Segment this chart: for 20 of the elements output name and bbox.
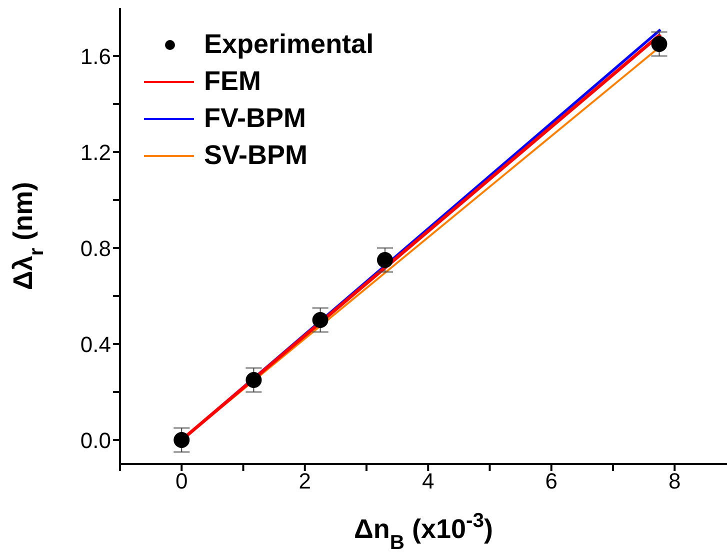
- x-axis-title: Δn$_{B}$ (x10$^{-3}$): [354, 510, 494, 554]
- y-tick-label: 0.8: [80, 236, 111, 261]
- point: [651, 36, 668, 52]
- point: [246, 372, 262, 388]
- x-tick-label: 0: [176, 468, 188, 494]
- y-tick-label: 0.0: [80, 428, 111, 453]
- x-tick-label: 4: [422, 468, 434, 494]
- x-tick-label: 6: [545, 468, 558, 494]
- legend-label: FEM: [204, 65, 261, 98]
- point: [174, 432, 190, 448]
- point: [376, 252, 393, 268]
- point: [312, 312, 328, 328]
- x-tick-label: 8: [668, 468, 681, 494]
- y-tick-label: 1.2: [80, 140, 111, 165]
- legend-label: FV-BPM: [204, 102, 306, 135]
- y-tick-label: 1.6: [80, 44, 111, 69]
- legend-label: Experimental: [204, 28, 374, 61]
- y-tick-label: 0.4: [80, 332, 111, 357]
- legend-label: SV-BPM: [204, 139, 308, 172]
- x-tick-label: 2: [298, 468, 311, 494]
